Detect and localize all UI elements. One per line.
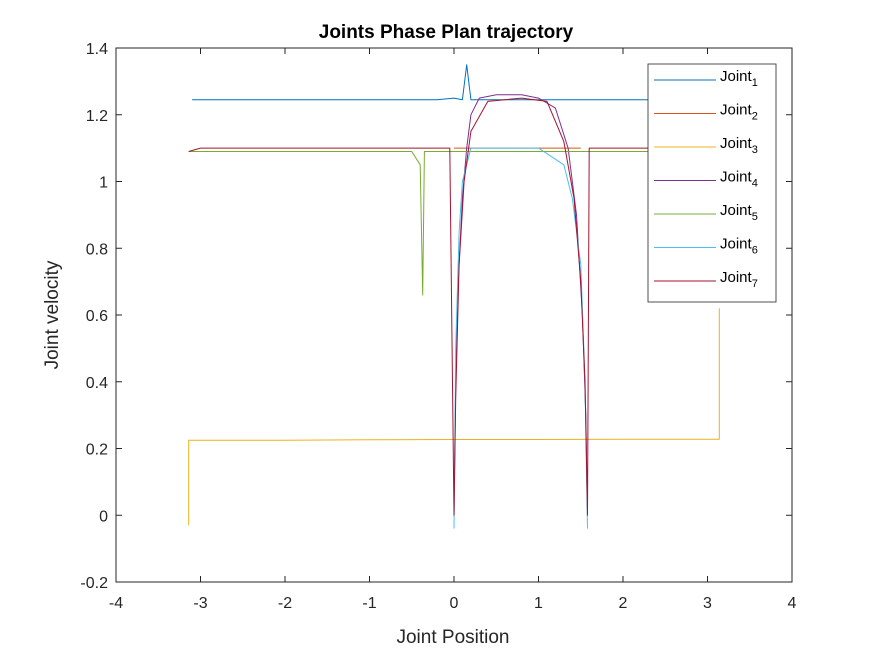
x-tick-label: -3 [193, 595, 207, 612]
x-tick-label: 4 [788, 595, 797, 612]
series-line-joint-3 [188, 308, 720, 526]
legend-label-subscript: 3 [752, 144, 758, 156]
legend-label-subscript: 4 [752, 178, 758, 190]
y-tick-label: 1 [99, 175, 108, 192]
legend-label-subscript: 7 [752, 278, 758, 290]
x-tick-label: -1 [362, 595, 376, 612]
legend-label-main: Joint [720, 169, 753, 186]
y-axis-label: Joint velocity [42, 260, 63, 369]
legend-entries: Joint1Joint2Joint3Joint4Joint5Joint6Join… [654, 68, 758, 290]
legend-label-subscript: 2 [752, 111, 758, 123]
legend-label-main: Joint [720, 202, 753, 219]
x-tick-label: 2 [619, 595, 628, 612]
y-tick-label: -0.2 [80, 575, 108, 592]
y-tick-label: 0.8 [86, 241, 108, 258]
series-line-joint-6 [453, 147, 588, 529]
series-line-joint-7 [188, 97, 720, 516]
series-line-joint-1 [192, 64, 649, 101]
y-tick-label: 0.2 [86, 442, 108, 459]
legend-label-subscript: 5 [752, 211, 758, 223]
x-tick-label: 0 [450, 595, 459, 612]
legend-label-main: Joint [720, 236, 753, 253]
x-tick-label: 3 [703, 595, 712, 612]
x-tick-label: -2 [278, 595, 292, 612]
legend-label-main: Joint [720, 102, 753, 119]
y-tick-label: 0 [99, 508, 108, 525]
x-axis-label: Joint Position [396, 627, 509, 648]
x-axis-ticks: -4 -3 -2 -1 0 1 2 3 4 [109, 48, 797, 612]
x-tick-label: 1 [534, 595, 543, 612]
legend-label-main: Joint [720, 269, 753, 286]
legend-label-joint-7: Joint7 [720, 269, 758, 290]
series-layer [188, 64, 720, 529]
y-tick-label: 1.4 [86, 41, 108, 58]
legend-label-subscript: 1 [752, 77, 758, 89]
legend-label-main: Joint [720, 68, 753, 85]
legend-label-subscript: 6 [752, 245, 758, 257]
legend-box [647, 63, 777, 303]
legend-label-joint-2: Joint2 [720, 102, 758, 123]
series-line-joint-5 [188, 151, 720, 296]
legend-label-joint-4: Joint4 [720, 169, 758, 190]
y-tick-label: 0.6 [86, 308, 108, 325]
legend-label-joint-1: Joint1 [720, 68, 758, 89]
y-axis-ticks: -0.2 0 0.2 0.4 0.6 0.8 1 1.2 1.4 [80, 41, 792, 592]
legend: Joint1Joint2Joint3Joint4Joint5Joint6Join… [647, 63, 777, 303]
legend-label-main: Joint [720, 135, 753, 152]
chart-title: Joints Phase Plan trajectory [319, 22, 574, 43]
x-tick-label: -4 [109, 595, 123, 612]
y-tick-label: 1.2 [86, 108, 108, 125]
y-tick-label: 0.4 [86, 375, 108, 392]
legend-label-joint-5: Joint5 [720, 202, 758, 223]
legend-label-joint-3: Joint3 [720, 135, 758, 156]
legend-label-joint-6: Joint6 [720, 236, 758, 257]
